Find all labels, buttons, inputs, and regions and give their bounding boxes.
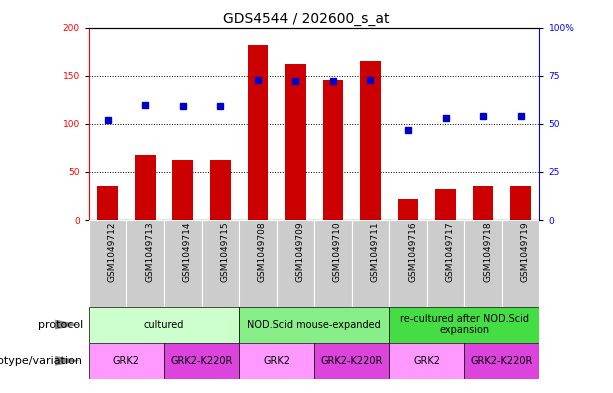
Text: GSM1049708: GSM1049708 — [258, 222, 267, 283]
Bar — [389, 343, 465, 379]
Text: re-cultured after NOD.Scid
expansion: re-cultured after NOD.Scid expansion — [400, 314, 529, 335]
Bar — [248, 45, 268, 220]
Bar — [389, 307, 539, 343]
Bar — [239, 343, 314, 379]
Bar — [352, 220, 389, 307]
Bar — [360, 61, 381, 220]
Text: GRK2-K220R: GRK2-K220R — [321, 356, 383, 366]
Text: GSM1049718: GSM1049718 — [483, 222, 492, 283]
Bar — [239, 307, 389, 343]
Bar — [322, 81, 343, 220]
Bar — [285, 64, 306, 220]
Bar — [389, 220, 427, 307]
Bar — [314, 343, 389, 379]
Text: GSM1049710: GSM1049710 — [333, 222, 342, 283]
Text: GRK2: GRK2 — [413, 356, 440, 366]
Text: GSM1049713: GSM1049713 — [145, 222, 154, 283]
Text: GRK2-K220R: GRK2-K220R — [170, 356, 233, 366]
Text: GRK2: GRK2 — [113, 356, 140, 366]
Text: genotype/variation: genotype/variation — [0, 356, 83, 366]
Bar — [89, 220, 126, 307]
Text: GSM1049709: GSM1049709 — [295, 222, 305, 283]
Bar — [202, 220, 239, 307]
Bar — [473, 186, 493, 220]
Bar — [435, 189, 456, 220]
Text: GSM1049711: GSM1049711 — [370, 222, 379, 283]
Text: cultured: cultured — [144, 320, 184, 330]
Bar — [276, 220, 314, 307]
Bar — [164, 343, 239, 379]
Bar — [465, 220, 502, 307]
Bar — [427, 220, 465, 307]
Bar — [511, 186, 531, 220]
Text: GDS4544 / 202600_s_at: GDS4544 / 202600_s_at — [223, 12, 390, 26]
Text: GSM1049714: GSM1049714 — [183, 222, 192, 282]
Bar — [126, 220, 164, 307]
Text: protocol: protocol — [37, 320, 83, 330]
Text: GSM1049717: GSM1049717 — [446, 222, 455, 283]
Bar — [239, 220, 276, 307]
Bar — [465, 343, 539, 379]
Bar — [398, 199, 418, 220]
Bar — [210, 160, 230, 220]
Bar — [97, 186, 118, 220]
Bar — [172, 160, 193, 220]
Text: GSM1049719: GSM1049719 — [520, 222, 530, 283]
Text: GSM1049715: GSM1049715 — [220, 222, 229, 283]
Bar — [502, 220, 539, 307]
Bar — [89, 307, 239, 343]
Text: GRK2-K220R: GRK2-K220R — [471, 356, 533, 366]
Text: GSM1049716: GSM1049716 — [408, 222, 417, 283]
Text: GSM1049712: GSM1049712 — [108, 222, 116, 282]
Bar — [89, 343, 164, 379]
Bar — [314, 220, 352, 307]
Text: GRK2: GRK2 — [263, 356, 290, 366]
Text: NOD.Scid mouse-expanded: NOD.Scid mouse-expanded — [247, 320, 381, 330]
Bar — [164, 220, 202, 307]
Polygon shape — [55, 320, 80, 330]
Bar — [135, 154, 156, 220]
Polygon shape — [55, 356, 80, 366]
